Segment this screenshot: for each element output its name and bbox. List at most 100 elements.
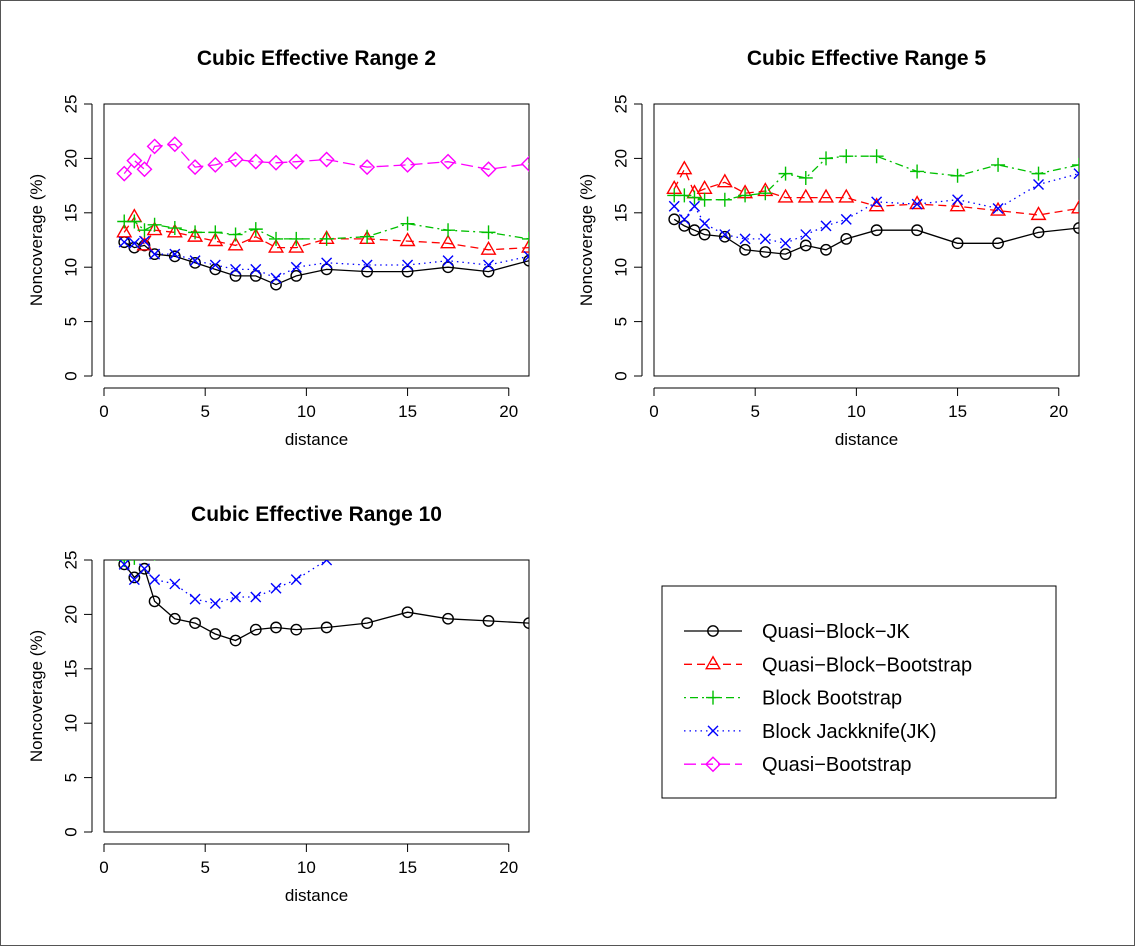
data-point	[992, 237, 1004, 250]
y-axis-label: Noncoverage (%)	[577, 174, 596, 306]
data-point	[1032, 226, 1045, 239]
x-tick-label: 15	[398, 858, 417, 877]
data-point	[482, 615, 495, 627]
data-point	[718, 230, 731, 243]
data-point	[739, 233, 751, 245]
x-tick-label: 15	[948, 402, 967, 421]
data-point	[739, 243, 751, 256]
data-point	[148, 595, 161, 608]
x-tick-label: 10	[847, 402, 866, 421]
data-point	[800, 229, 812, 241]
series-line	[673, 172, 1079, 244]
data-point	[780, 237, 792, 249]
panel-1: Cubic Effective Range 2 0 5 10 15 20 distance 0…	[27, 47, 530, 449]
x-tick-label: 10	[297, 402, 316, 421]
data-point	[668, 200, 680, 212]
data-point	[362, 540, 372, 550]
legend-label: Quasi−Bootstrap	[762, 754, 912, 776]
data-point	[268, 154, 285, 171]
y-tick-label: 20	[61, 149, 80, 168]
y-tick-label: 25	[611, 95, 630, 114]
data-point	[208, 225, 223, 240]
data-point	[118, 236, 130, 248]
data-point	[361, 617, 373, 630]
plot-box	[653, 103, 1080, 377]
data-point	[1033, 179, 1045, 191]
data-point	[289, 231, 304, 246]
data-point	[137, 223, 152, 238]
legend-label: Quasi−Block−JK	[762, 621, 911, 643]
data-point	[128, 237, 140, 249]
data-point	[290, 261, 302, 273]
data-point	[148, 248, 161, 261]
data-point	[136, 161, 153, 178]
data-point	[248, 222, 263, 237]
data-point	[798, 170, 813, 185]
x-tick-label: 0	[649, 402, 658, 421]
legend-marker	[706, 690, 720, 705]
data-point	[441, 503, 455, 517]
data-point	[523, 250, 529, 262]
data-point	[168, 538, 182, 552]
data-point	[288, 238, 305, 253]
data-point	[361, 259, 373, 271]
data-point	[818, 188, 835, 203]
data-point	[118, 560, 131, 571]
data-point	[288, 153, 305, 170]
data-point	[911, 224, 923, 237]
data-point	[146, 138, 163, 155]
data-point	[778, 166, 793, 181]
data-point	[318, 151, 335, 168]
data-point	[820, 220, 832, 232]
data-point	[1072, 157, 1079, 172]
data-point	[441, 223, 456, 238]
data-point	[189, 593, 201, 605]
data-point	[127, 214, 142, 229]
data-point	[440, 234, 457, 249]
data-point	[717, 192, 732, 207]
data-point	[320, 263, 333, 276]
data-point	[138, 235, 150, 247]
chart-title: Cubic Effective Range 10	[191, 503, 442, 526]
data-point	[400, 216, 415, 231]
data-point	[990, 201, 1007, 216]
data-point	[270, 621, 282, 634]
y-tick-label: 15	[611, 203, 630, 222]
data-point	[117, 546, 131, 558]
data-point	[523, 617, 529, 630]
data-point	[250, 591, 262, 603]
data-point	[522, 231, 529, 246]
data-point	[116, 223, 133, 238]
y-tick-label: 10	[611, 258, 630, 277]
data-point	[678, 213, 690, 225]
data-point	[319, 231, 334, 246]
panel-3: Cubic Effective Range 10 0 5 10 15 20 distance…	[27, 503, 536, 905]
data-point	[247, 153, 264, 170]
data-point	[290, 574, 302, 586]
series-line	[124, 527, 529, 553]
data-point	[483, 259, 495, 271]
series-line	[673, 167, 1079, 216]
data-point	[676, 160, 693, 175]
x-tick-label: 0	[99, 858, 108, 877]
y-tick-label: 5	[611, 317, 630, 326]
data-point	[118, 560, 130, 570]
data-point	[687, 190, 702, 205]
panel-2: Cubic Effective Range 5 0 5 10 15 20 distance 0…	[577, 47, 1080, 449]
data-point	[522, 524, 536, 536]
data-point	[229, 270, 242, 282]
x-tick-label: 15	[398, 402, 417, 421]
data-point	[480, 161, 497, 178]
data-point	[229, 525, 243, 539]
data-point	[290, 270, 303, 282]
data-point	[869, 149, 884, 164]
y-tick-label: 10	[61, 714, 80, 733]
data-point	[250, 263, 262, 275]
data-point	[230, 263, 242, 275]
data-point	[290, 623, 303, 636]
data-point	[168, 250, 181, 263]
data-point	[442, 612, 454, 625]
plot-box	[103, 559, 530, 833]
data-point	[839, 149, 854, 164]
data-point	[678, 219, 691, 232]
